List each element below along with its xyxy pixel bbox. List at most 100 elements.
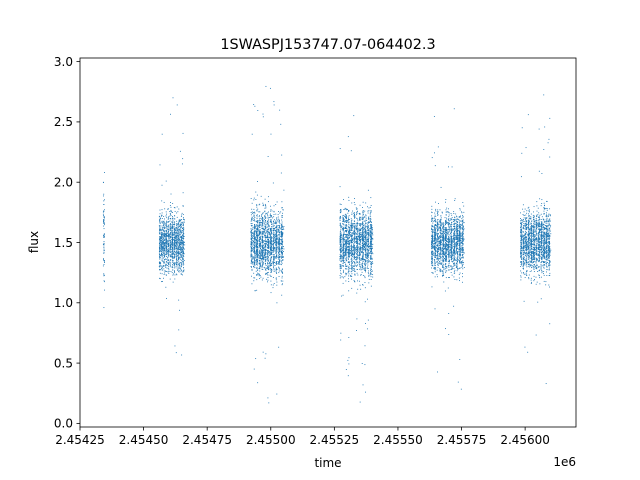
data-point — [270, 246, 272, 248]
data-point — [256, 229, 258, 231]
data-point — [356, 237, 358, 239]
data-point — [359, 212, 360, 214]
data-point — [180, 253, 182, 255]
data-point — [339, 264, 341, 266]
data-point — [279, 244, 280, 246]
data-point — [259, 264, 261, 266]
data-point — [364, 263, 365, 265]
data-point — [167, 224, 169, 226]
data-point — [263, 228, 265, 230]
data-point — [254, 224, 255, 226]
data-point — [253, 216, 255, 217]
data-point — [270, 234, 272, 236]
data-point — [347, 235, 349, 237]
data-point — [346, 257, 348, 259]
data-point — [174, 232, 176, 234]
data-point — [158, 253, 160, 255]
data-point — [353, 279, 355, 281]
data-point — [279, 250, 281, 252]
data-point — [174, 236, 176, 238]
data-point — [281, 255, 283, 257]
data-point — [362, 247, 364, 249]
data-point — [178, 224, 180, 226]
data-point — [281, 234, 282, 236]
data-point — [281, 246, 283, 248]
data-point — [364, 243, 365, 245]
data-point — [340, 232, 342, 234]
data-point — [351, 262, 353, 264]
data-point — [362, 251, 363, 253]
data-point — [351, 222, 353, 224]
data-point — [364, 262, 366, 264]
data-point — [345, 245, 347, 247]
data-point — [272, 254, 274, 256]
data-point — [362, 218, 364, 220]
data-point — [253, 259, 255, 261]
data-point — [159, 257, 161, 259]
data-point — [159, 242, 161, 244]
data-point — [159, 227, 161, 229]
data-point — [372, 243, 374, 245]
data-point — [170, 229, 172, 231]
data-point — [266, 240, 267, 242]
data-point — [343, 236, 345, 238]
data-point — [267, 220, 269, 222]
data-point — [272, 287, 274, 289]
data-point — [166, 253, 167, 255]
data-point — [365, 214, 367, 216]
data-point — [251, 229, 253, 231]
data-point — [275, 244, 277, 246]
data-point — [360, 274, 362, 276]
data-point — [163, 257, 165, 259]
data-point — [168, 227, 170, 229]
data-point — [176, 234, 177, 236]
data-point — [262, 222, 264, 224]
data-point — [354, 248, 356, 250]
data-point — [180, 270, 182, 272]
data-point — [176, 245, 178, 247]
data-point — [353, 215, 355, 217]
data-point — [364, 246, 366, 247]
data-point — [340, 237, 342, 239]
data-point — [275, 241, 277, 243]
data-point — [180, 248, 182, 250]
data-point — [365, 244, 367, 246]
data-point — [364, 267, 366, 269]
data-point — [339, 220, 341, 221]
data-point — [273, 216, 275, 218]
data-point — [267, 229, 269, 231]
data-point — [258, 273, 260, 275]
data-point — [261, 244, 263, 246]
data-point — [258, 252, 260, 254]
data-point — [267, 257, 269, 259]
data-point — [170, 271, 172, 273]
data-point — [267, 260, 269, 262]
data-point — [163, 252, 165, 254]
data-point — [259, 223, 261, 225]
data-point — [346, 241, 348, 243]
data-point — [168, 233, 169, 235]
data-point — [259, 251, 261, 253]
data-point — [256, 235, 258, 237]
data-point — [280, 251, 282, 253]
data-point — [346, 249, 348, 251]
data-point — [369, 252, 371, 254]
data-point — [281, 275, 283, 277]
data-point — [370, 230, 372, 232]
data-point — [173, 221, 175, 223]
data-point — [370, 249, 372, 250]
data-point — [267, 212, 269, 214]
data-point — [161, 258, 163, 260]
data-point — [350, 248, 352, 250]
data-point — [167, 251, 169, 253]
data-point — [360, 239, 362, 241]
data-point — [359, 236, 361, 238]
data-point — [257, 225, 259, 227]
data-point — [251, 236, 253, 238]
data-point — [340, 332, 342, 334]
data-point — [345, 265, 347, 267]
data-point — [365, 202, 367, 204]
data-point — [166, 225, 167, 227]
data-point — [250, 214, 252, 216]
data-point — [279, 223, 281, 225]
